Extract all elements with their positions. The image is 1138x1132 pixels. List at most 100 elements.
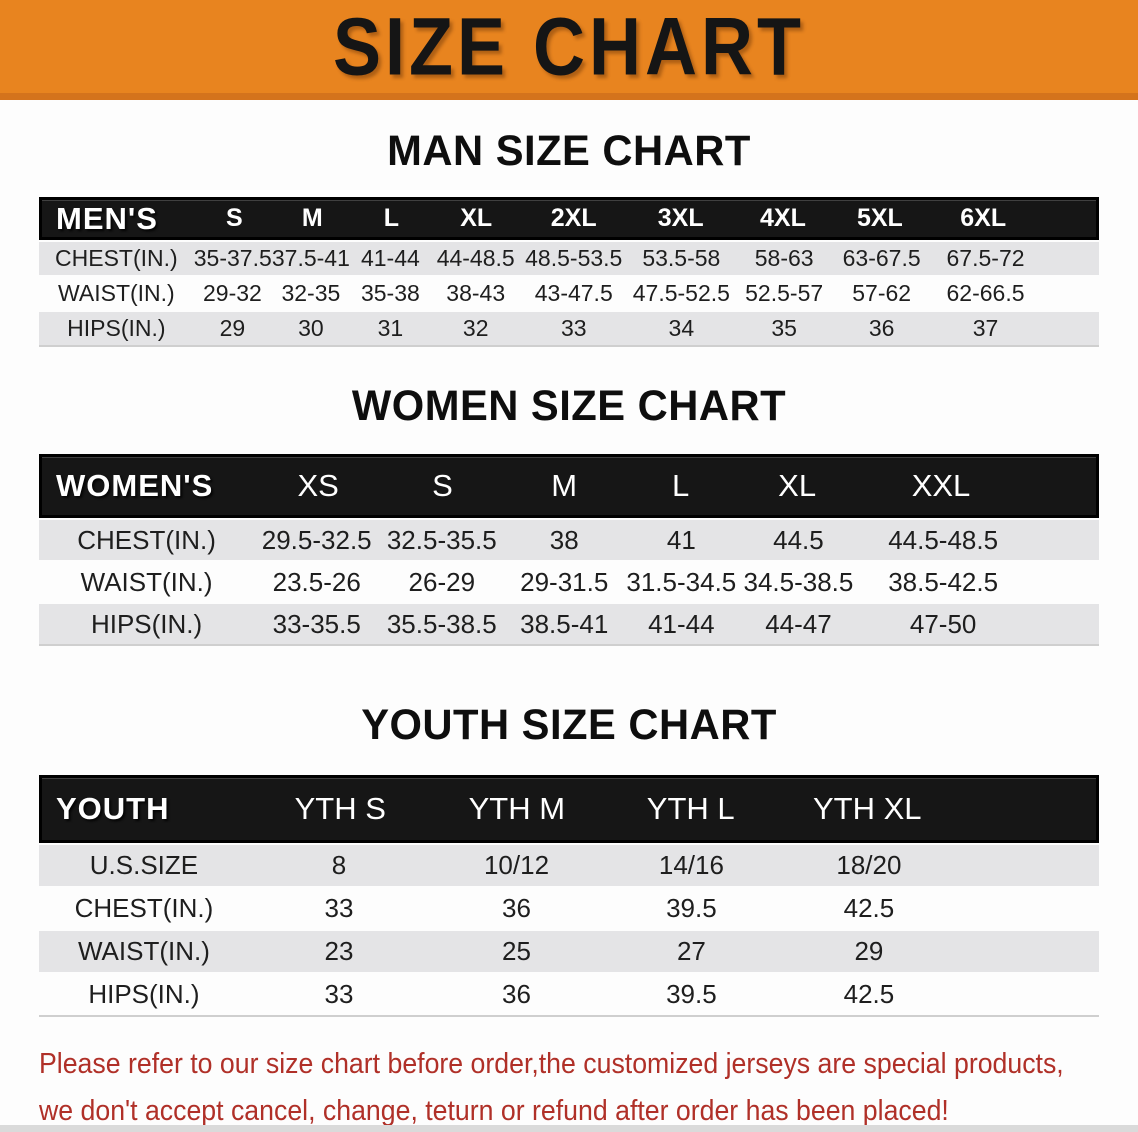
women-size-table: WOMEN'S XS S M L XL XXL CHEST(IN.) 29.5-32.5 32.5… — [39, 454, 1099, 646]
women-waist-in-l: 31.5-34.5 — [626, 566, 737, 597]
youth-table-header: YOUTH YTH S YTH M YTH L YTH XL — [39, 775, 1099, 843]
youth-chest-in-yth-s: 33 — [324, 893, 354, 923]
women-table-title: WOMEN'S — [56, 468, 214, 503]
men-size-col-l: L — [383, 204, 400, 232]
order-notice: Please refer to our size chart before or… — [0, 1041, 1138, 1132]
men-table-title: MEN'S — [56, 200, 158, 236]
youth-chest-in-yth-xl: 42.5 — [843, 893, 895, 923]
men-waist-in-4xl: 52.5-57 — [745, 280, 824, 306]
women-size-col-l: L — [672, 468, 690, 503]
men-hips-in-s: 29 — [219, 315, 246, 341]
youth-waist-in-yth-m: 25 — [502, 936, 531, 966]
youth-hips-in-yth-s: 33 — [324, 979, 354, 1009]
men-section-heading: MAN SIZE CHART — [387, 127, 751, 175]
men-size-col-3xl: 3XL — [657, 204, 704, 232]
youth-u-s-size-yth-l: 14/16 — [658, 850, 724, 880]
women-size-col-s: S — [432, 468, 453, 503]
men-waist-in-xl: 38-43 — [446, 280, 506, 306]
youth-size-table: YOUTH YTH S YTH M YTH L YTH XL U.S.SIZE 8 10/12… — [39, 775, 1099, 1017]
men-hips-in-l: 31 — [377, 315, 404, 341]
men-row-label-hips-in: HIPS(IN.) — [67, 315, 166, 341]
youth-u-s-size-yth-m: 10/12 — [483, 850, 550, 880]
men-size-col-m: M — [301, 204, 323, 232]
youth-row-hips-in: HIPS(IN.) 33 36 39.5 42.5 — [39, 974, 1099, 1015]
women-hips-in-m: 38.5-41 — [520, 608, 609, 639]
women-size-section: WOMEN SIZE CHART WOMEN'S XS S M L XL XXL CHEST(I… — [39, 385, 1099, 646]
men-chest-in-s: 35-37.5 — [193, 245, 272, 271]
women-chest-in-l: 41 — [666, 524, 696, 555]
men-hips-in-xl: 32 — [462, 315, 489, 341]
youth-u-s-size-yth-xl: 18/20 — [836, 850, 902, 880]
men-waist-in-m: 32-35 — [281, 280, 341, 306]
women-chest-in-s: 32.5-35.5 — [386, 524, 497, 555]
women-chest-in-m: 38 — [549, 524, 579, 555]
women-waist-in-xxl: 38.5-42.5 — [888, 566, 999, 597]
women-hips-in-xxl: 47-50 — [909, 608, 977, 639]
women-row-label-chest-in: CHEST(IN.) — [77, 524, 216, 555]
notice-line-2: we don't accept cancel, change, teturn o… — [39, 1095, 949, 1127]
women-size-col-xxl: XXL — [911, 468, 971, 503]
men-chest-in-4xl: 58-63 — [754, 245, 814, 271]
men-waist-in-5xl: 57-62 — [852, 280, 912, 306]
men-chest-in-6xl: 67.5-72 — [946, 245, 1025, 271]
women-waist-in-s: 26-29 — [408, 566, 476, 597]
men-hips-in-6xl: 37 — [972, 315, 999, 341]
youth-size-col-yth-m: YTH M — [468, 791, 566, 826]
women-chest-in-xxl: 44.5-48.5 — [888, 524, 999, 555]
bottom-border-strip — [0, 1125, 1138, 1132]
women-row-hips-in: HIPS(IN.) 33-35.5 35.5-38.5 38.5-41 41-44 44-… — [39, 604, 1099, 644]
youth-waist-in-yth-s: 23 — [324, 936, 354, 966]
men-chest-in-m: 37.5-41 — [271, 245, 350, 271]
men-waist-in-6xl: 62-66.5 — [946, 280, 1025, 306]
youth-size-col-yth-s: YTH S — [294, 791, 386, 826]
size-tables: MAN SIZE CHART MEN'S S M L XL 2XL 3XL 4XL 5XL 6XL C… — [0, 130, 1138, 1017]
youth-u-s-size-yth-s: 8 — [331, 850, 347, 880]
men-waist-in-2xl: 43-47.5 — [534, 280, 613, 306]
men-size-table: MEN'S S M L XL 2XL 3XL 4XL 5XL 6XL CHEST(IN.) 35-37… — [39, 197, 1099, 347]
youth-row-chest-in: CHEST(IN.) 33 36 39.5 42.5 — [39, 888, 1099, 929]
men-chest-in-2xl: 48.5-53.5 — [525, 245, 623, 271]
youth-row-label-hips-in: HIPS(IN.) — [88, 979, 200, 1009]
women-section-heading: WOMEN SIZE CHART — [351, 382, 787, 430]
men-row-label-waist-in: WAIST(IN.) — [58, 280, 175, 306]
men-size-col-6xl: 6XL — [960, 204, 1007, 232]
youth-size-col-yth-xl: YTH XL — [812, 791, 922, 826]
men-chest-in-xl: 44-48.5 — [436, 245, 515, 271]
women-row-label-hips-in: HIPS(IN.) — [90, 608, 203, 639]
men-size-section: MAN SIZE CHART MEN'S S M L XL 2XL 3XL 4XL 5XL 6XL C… — [39, 130, 1099, 347]
women-hips-in-xl: 44-47 — [765, 608, 832, 639]
women-size-col-m: M — [551, 468, 578, 503]
men-row-waist-in: WAIST(IN.) 29-32 32-35 35-38 38-43 43-47.5 47.… — [39, 277, 1099, 310]
men-row-label-chest-in: CHEST(IN.) — [55, 245, 178, 271]
men-table-header: MEN'S S M L XL 2XL 3XL 4XL 5XL 6XL — [39, 197, 1099, 240]
men-hips-in-2xl: 33 — [560, 315, 587, 341]
women-waist-in-m: 29-31.5 — [520, 566, 609, 597]
youth-hips-in-yth-m: 36 — [502, 979, 531, 1009]
men-chest-in-5xl: 63-67.5 — [842, 245, 921, 271]
men-hips-in-3xl: 34 — [668, 315, 695, 341]
men-size-col-4xl: 4XL — [760, 204, 806, 232]
women-table-header: WOMEN'S XS S M L XL XXL — [39, 454, 1099, 518]
youth-hips-in-yth-l: 39.5 — [666, 979, 717, 1009]
men-chest-in-3xl: 53.5-58 — [642, 245, 721, 271]
women-row-label-waist-in: WAIST(IN.) — [80, 566, 213, 597]
women-size-col-xs: XS — [297, 468, 339, 503]
notice-line-1: Please refer to our size chart before or… — [39, 1048, 1064, 1080]
youth-chest-in-yth-l: 39.5 — [666, 893, 717, 923]
banner: SIZE CHART — [0, 0, 1138, 100]
youth-row-u-s-size: U.S.SIZE 8 10/12 14/16 18/20 — [39, 845, 1099, 886]
page-title: SIZE CHART — [333, 0, 805, 93]
men-size-col-2xl: 2XL — [550, 204, 597, 232]
women-hips-in-xs: 33-35.5 — [272, 608, 361, 639]
youth-row-waist-in: WAIST(IN.) 23 25 27 29 — [39, 931, 1099, 972]
women-chest-in-xs: 29.5-32.5 — [261, 524, 372, 555]
men-chest-in-l: 41-44 — [360, 245, 420, 271]
women-hips-in-s: 35.5-38.5 — [386, 608, 497, 639]
men-waist-in-l: 35-38 — [360, 280, 420, 306]
youth-size-section: YOUTH SIZE CHART YOUTH YTH S YTH M YTH L YTH … — [39, 704, 1099, 1017]
men-size-col-5xl: 5XL — [856, 204, 903, 232]
women-row-chest-in: CHEST(IN.) 29.5-32.5 32.5-35.5 38 41 44.5 44.5… — [39, 520, 1099, 560]
women-hips-in-l: 41-44 — [648, 608, 715, 639]
youth-size-col-yth-l: YTH L — [646, 791, 735, 826]
